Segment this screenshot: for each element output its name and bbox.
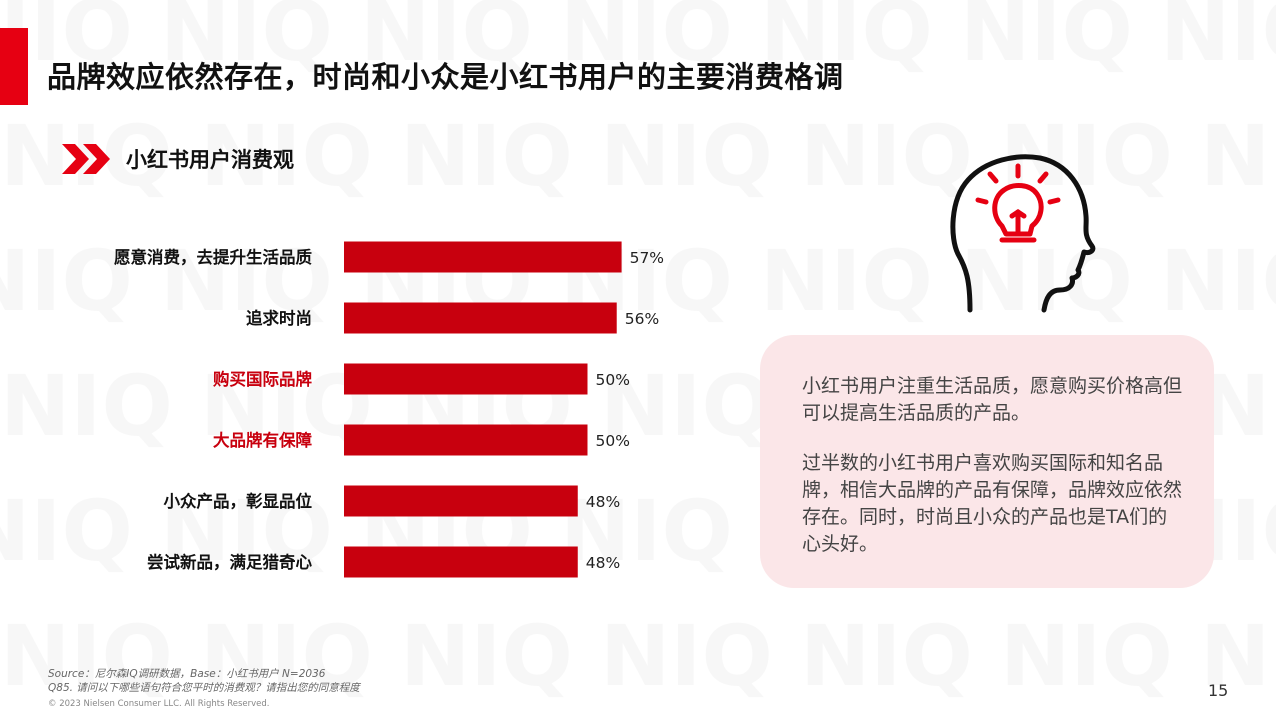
bar bbox=[344, 302, 617, 334]
category-label: 购买国际品牌 bbox=[213, 369, 313, 389]
watermark-text: NIQ bbox=[1160, 0, 1276, 80]
category-label: 小众产品，彰显品位 bbox=[164, 491, 313, 511]
section-title: 小红书用户消费观 bbox=[126, 148, 294, 172]
title-accent-bar bbox=[0, 28, 28, 105]
value-label: 50% bbox=[596, 371, 630, 389]
watermark-text: NIQ bbox=[960, 0, 1133, 80]
watermark-text: NIQ bbox=[1000, 607, 1173, 705]
category-label: 愿意消费，去提升生活品质 bbox=[114, 247, 313, 267]
source-line-1: Source：尼尔森IQ调研数据，Base：小红书用户 N=2036 bbox=[48, 668, 326, 680]
category-label: 尝试新品，满足猎奇心 bbox=[147, 552, 313, 572]
value-label: 57% bbox=[630, 249, 664, 267]
watermark-text: NIQ bbox=[1160, 232, 1276, 330]
value-label: 48% bbox=[586, 554, 620, 572]
section-header: 小红书用户消费观 bbox=[62, 142, 294, 176]
source-note: Source：尼尔森IQ调研数据，Base：小红书用户 N=2036 Q85. … bbox=[48, 667, 360, 695]
source-line-2: Q85. 请问以下哪些语句符合您平时的消费观？请指出您的同意程度 bbox=[48, 682, 360, 694]
value-label: 48% bbox=[586, 493, 620, 511]
bar bbox=[344, 546, 578, 578]
callout-paragraph-2: 过半数的小红书用户喜欢购买国际和知名品牌，相信大品牌的产品有保障，品牌效应依然存… bbox=[802, 452, 1183, 555]
bar bbox=[344, 424, 588, 456]
category-label: 大品牌有保障 bbox=[213, 430, 313, 450]
double-chevron-icon bbox=[62, 144, 110, 174]
watermark-text: NIQ bbox=[600, 107, 773, 205]
watermark-text: NIQ bbox=[1200, 107, 1276, 205]
consumption-attitude-bar-chart: 愿意消费，去提升生活品质 57% 追求时尚 56% 购买国际品牌 50% 大品牌有保障 50%… bbox=[114, 241, 664, 578]
category-label: 追求时尚 bbox=[246, 308, 312, 328]
watermark-text: NIQ bbox=[400, 107, 573, 205]
page-number: 15 bbox=[1208, 681, 1229, 700]
watermark-text: NIQ bbox=[400, 607, 573, 705]
value-label: 50% bbox=[596, 432, 630, 450]
watermark-text: NIQ bbox=[800, 607, 973, 705]
watermark-text: NIQ bbox=[760, 232, 933, 330]
page-title: 品牌效应依然存在，时尚和小众是小红书用户的主要消费格调 bbox=[47, 60, 844, 94]
bar bbox=[344, 241, 622, 273]
value-label: 56% bbox=[625, 310, 659, 328]
insight-callout: 小红书用户注重生活品质，愿意购买价格高但可以提高生活品质的产品。 过半数的小红书… bbox=[760, 335, 1214, 588]
bar bbox=[344, 485, 578, 517]
head-lightbulb-icon bbox=[950, 154, 1096, 313]
watermark-text: NIQ bbox=[600, 607, 773, 705]
copyright: © 2023 Nielsen Consumer LLC. All Rights … bbox=[48, 699, 270, 709]
bar bbox=[344, 363, 588, 395]
callout-paragraph-1: 小红书用户注重生活品质，愿意购买价格高但可以提高生活品质的产品。 bbox=[802, 375, 1183, 424]
